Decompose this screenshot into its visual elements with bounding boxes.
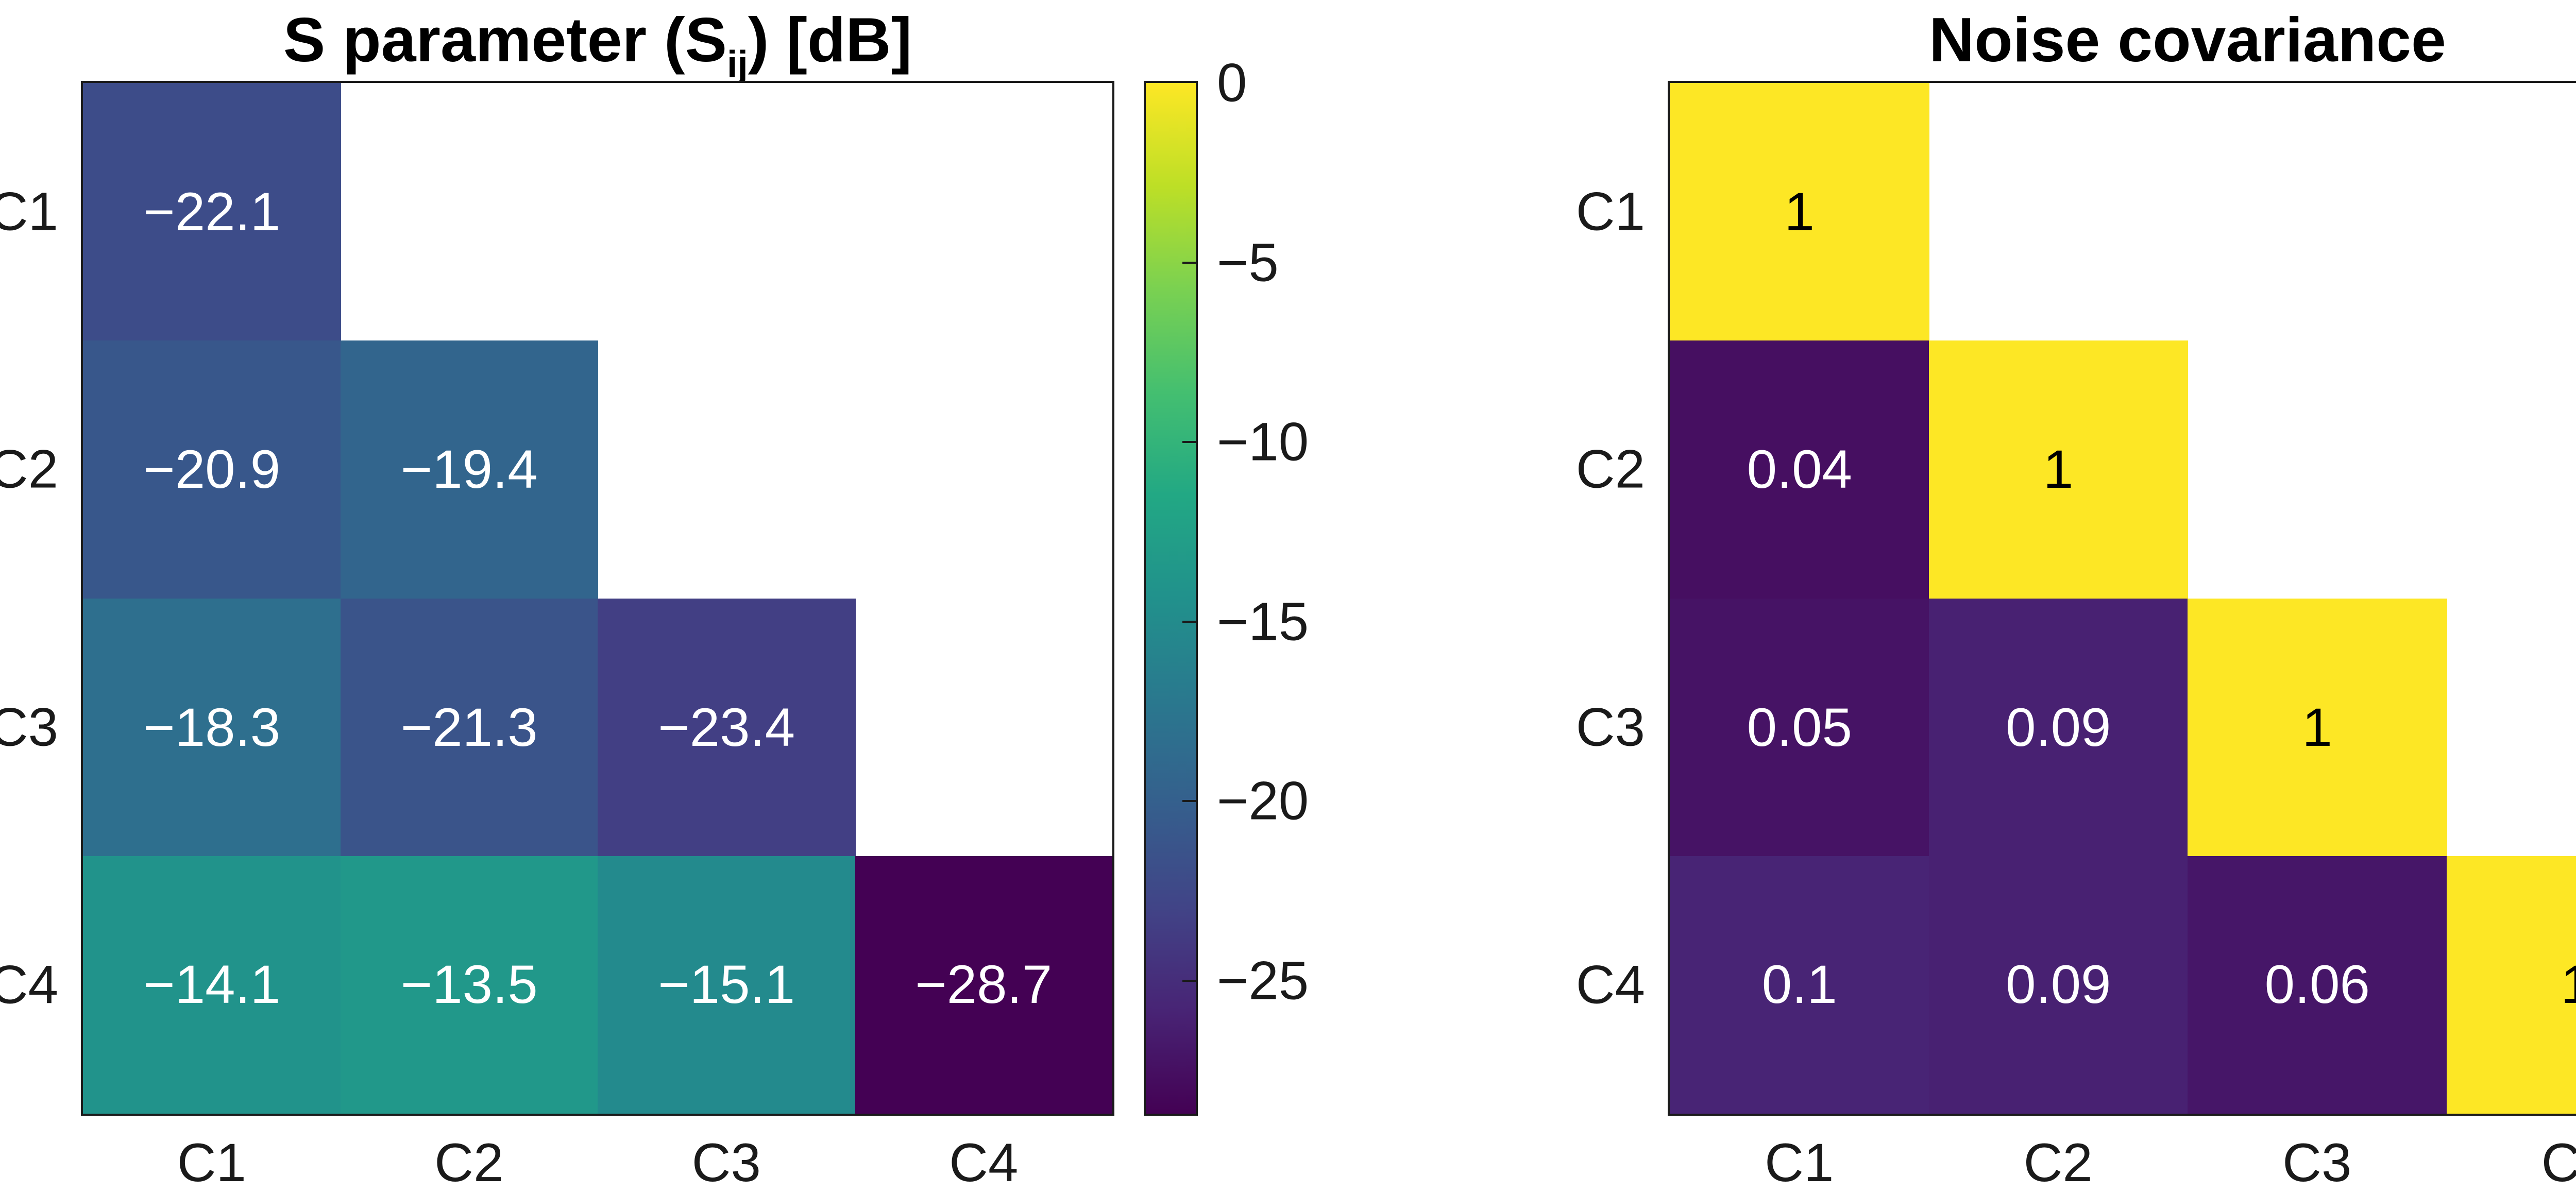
heatmap-cell: −22.1 bbox=[83, 83, 341, 341]
heatmap-cell: −18.3 bbox=[83, 599, 341, 857]
heatmap-cell: −21.3 bbox=[341, 599, 599, 857]
x-axis-label: C4 bbox=[2473, 1136, 2576, 1190]
noise-covariance-heatmap: 1 0.04 1 0.05 0.09 1 0.1 0.09 0.06 1 bbox=[1668, 81, 2576, 1116]
heatmap-cell: −15.1 bbox=[598, 856, 856, 1114]
s-parameter-heatmap: −22.1 −20.9 −19.4 −18.3 −21.3 −23.4 −14.1 −13.5… bbox=[81, 81, 1114, 1116]
y-axis-label: C1 bbox=[0, 185, 58, 239]
cell-value-label: 1 bbox=[1785, 185, 1815, 239]
y-axis-label: C3 bbox=[1439, 700, 1645, 754]
colorbar-tick-label: −5 bbox=[1217, 235, 1279, 289]
heatmap-cell: 0.09 bbox=[1929, 856, 2189, 1114]
heatmap-cell: 1 bbox=[1929, 340, 2189, 599]
x-axis-label: C4 bbox=[880, 1136, 1087, 1190]
y-axis-label: C4 bbox=[1439, 958, 1645, 1012]
cell-value-label: −15.1 bbox=[658, 958, 795, 1012]
heatmap-cell: 0.05 bbox=[1670, 599, 1929, 857]
cell-value-label: 0.09 bbox=[2006, 958, 2111, 1012]
chart-title-s-parameter: S parameter (Sij) [dB] bbox=[0, 5, 1216, 85]
x-axis-label: C3 bbox=[2214, 1136, 2420, 1190]
title-text: Noise covariance bbox=[1929, 5, 2446, 75]
cell-value-label: 0.1 bbox=[1762, 958, 1837, 1012]
y-axis-label: C2 bbox=[1439, 442, 1645, 497]
heatmap-cell: 1 bbox=[1670, 83, 1929, 341]
x-axis-label: C3 bbox=[623, 1136, 829, 1190]
heatmap-cell: 1 bbox=[2447, 856, 2576, 1114]
cell-value-label: −22.1 bbox=[143, 185, 280, 239]
colorbar-tick-label: −15 bbox=[1217, 594, 1309, 649]
colorbar-tick bbox=[1182, 621, 1196, 623]
cell-value-label: 1 bbox=[2043, 442, 2073, 497]
cell-value-label: −20.9 bbox=[143, 442, 280, 497]
colorbar-tick bbox=[1182, 800, 1196, 802]
cell-value-label: −14.1 bbox=[143, 958, 280, 1012]
y-axis-label: C1 bbox=[1439, 185, 1645, 239]
colorbar-tick-label: −20 bbox=[1217, 774, 1309, 828]
colorbar-gradient bbox=[1146, 83, 1196, 1114]
x-axis-label: C1 bbox=[1696, 1136, 1902, 1190]
x-axis-label: C2 bbox=[366, 1136, 572, 1190]
y-axis-label: C3 bbox=[0, 700, 58, 754]
cell-value-label: −28.7 bbox=[915, 958, 1052, 1012]
colorbar-tick bbox=[1182, 980, 1196, 982]
cell-value-label: −13.5 bbox=[401, 958, 538, 1012]
heatmap-cell: 0.04 bbox=[1670, 340, 1929, 599]
cell-value-label: 0.09 bbox=[2006, 701, 2111, 755]
s-parameter-colorbar bbox=[1144, 81, 1198, 1116]
cell-value-label: −18.3 bbox=[143, 701, 280, 755]
y-axis-label: C2 bbox=[0, 442, 58, 497]
heatmap-cell: −19.4 bbox=[341, 340, 599, 599]
heatmap-cell: 0.1 bbox=[1670, 856, 1929, 1114]
cell-value-label: 1 bbox=[2302, 701, 2332, 755]
cell-value-label: −19.4 bbox=[401, 442, 538, 497]
y-axis-label: C4 bbox=[0, 958, 58, 1012]
x-axis-label: C1 bbox=[109, 1136, 315, 1190]
heatmap-cell: 0.06 bbox=[2188, 856, 2447, 1114]
title-text: ) [dB] bbox=[748, 5, 912, 75]
title-subscript: ij bbox=[727, 43, 748, 86]
cell-value-label: 0.05 bbox=[1747, 701, 1852, 755]
heatmap-cell: −14.1 bbox=[83, 856, 341, 1114]
colorbar-tick bbox=[1182, 441, 1196, 443]
chart-title-noise-covariance: Noise covariance bbox=[1569, 5, 2576, 85]
x-axis-label: C2 bbox=[1955, 1136, 2161, 1190]
colorbar-tick-label: 0 bbox=[1217, 56, 1247, 110]
heatmap-cell: −28.7 bbox=[855, 856, 1113, 1114]
cell-value-label: 1 bbox=[2561, 958, 2576, 1012]
cell-value-label: 0.04 bbox=[1747, 442, 1852, 497]
cell-value-label: 0.06 bbox=[2265, 958, 2370, 1012]
colorbar-tick-label: −10 bbox=[1217, 415, 1309, 469]
heatmap-cell: −23.4 bbox=[598, 599, 856, 857]
heatmap-cell: −20.9 bbox=[83, 340, 341, 599]
cell-value-label: −21.3 bbox=[401, 701, 538, 755]
heatmap-cell: 1 bbox=[2188, 599, 2447, 857]
colorbar-tick bbox=[1182, 262, 1196, 264]
title-text: S parameter (S bbox=[283, 5, 727, 75]
heatmap-cell: 0.09 bbox=[1929, 599, 2189, 857]
colorbar-tick-label: −25 bbox=[1217, 954, 1309, 1008]
cell-value-label: −23.4 bbox=[658, 701, 795, 755]
heatmap-cell: −13.5 bbox=[341, 856, 599, 1114]
